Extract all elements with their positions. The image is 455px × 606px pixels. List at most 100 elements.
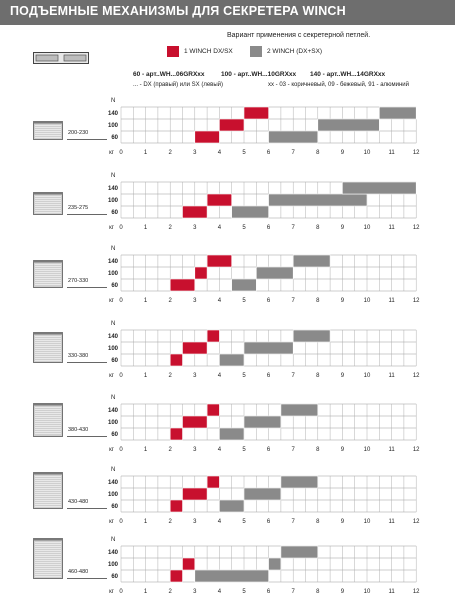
legend-red-label: 1 WINCH DX/SX (184, 48, 233, 55)
level-label: 140 (108, 186, 119, 192)
axis-n-label: N (111, 467, 115, 473)
kg-tick-label: 11 (388, 150, 395, 156)
kg-tick-label: 12 (413, 298, 420, 304)
kg-tick-label: 5 (242, 373, 246, 379)
kg-tick-label: 10 (364, 589, 371, 595)
kg-tick-label: 0 (119, 519, 123, 525)
cabinet-body (33, 403, 63, 437)
bar-red (182, 341, 208, 355)
kg-tick-label: 6 (267, 373, 271, 379)
bar-gray (219, 499, 245, 513)
cabinet-top-icon (33, 52, 89, 64)
kg-tick-label: 8 (316, 225, 320, 231)
chart-row: 330-380 N 140 100 60 кг 0 1 2 3 4 5 6 7 8 9 10 11 12 (0, 315, 455, 390)
cabinet-range-line (67, 287, 107, 288)
kg-tick-label: 5 (242, 519, 246, 525)
legend-red-swatch (167, 46, 179, 57)
axis-kg-label: кг (109, 447, 115, 453)
kg-tick-label: 1 (144, 447, 148, 453)
cabinet-range-line (67, 578, 107, 579)
level-label: 100 (108, 346, 119, 352)
kg-tick-label: 2 (169, 447, 173, 453)
kg-tick-label: 3 (193, 150, 197, 156)
kg-tick-label: 2 (169, 298, 173, 304)
kg-tick-label: 12 (413, 150, 420, 156)
level-label: 60 (111, 574, 118, 580)
bar-red (182, 487, 208, 501)
kg-tick-label: 0 (119, 150, 123, 156)
cabinet-top-edge (33, 472, 63, 475)
subtitle: Вариант применения с секретерной петлей. (227, 32, 371, 39)
bar-gray (317, 118, 380, 132)
kg-tick-label: 7 (292, 519, 296, 525)
kg-tick-label: 2 (169, 150, 173, 156)
kg-tick-label: 0 (119, 447, 123, 453)
cabinet-top-edge (33, 260, 63, 263)
bar-gray (219, 353, 245, 367)
level-label: 60 (111, 283, 118, 289)
kg-tick-label: 8 (316, 447, 320, 453)
kg-tick-label: 7 (292, 225, 296, 231)
cabinet-body (33, 121, 63, 140)
bar-gray (243, 487, 282, 501)
kg-tick-label: 4 (218, 447, 222, 453)
cabinet-range-line (67, 214, 107, 215)
cabinet-height-range: 430-480 (68, 499, 89, 505)
bar-gray (268, 557, 282, 571)
axis-kg-label: кг (109, 225, 115, 231)
kg-tick-label: 8 (316, 373, 320, 379)
cabinet-top-edge (33, 121, 63, 124)
bar-gray (219, 427, 245, 441)
level-label: 60 (111, 504, 118, 510)
cabinet-range-line (67, 139, 107, 140)
bar-red (243, 106, 269, 120)
kg-tick-label: 9 (341, 589, 345, 595)
bar-gray (280, 475, 319, 489)
kg-tick-label: 2 (169, 373, 173, 379)
level-label: 140 (108, 550, 119, 556)
kg-tick-label: 5 (242, 150, 246, 156)
kg-tick-label: 0 (119, 298, 123, 304)
kg-tick-label: 1 (144, 150, 148, 156)
cabinet-icon (33, 472, 63, 509)
level-label: 100 (108, 271, 119, 277)
bar-red (182, 415, 208, 429)
cabinet-body (33, 332, 63, 363)
cabinet-body (33, 192, 63, 215)
bar-red (206, 193, 232, 207)
axis-n-label: N (111, 98, 115, 104)
kg-tick-label: 10 (364, 447, 371, 453)
note-dx-sx: ... - DX (правый) или SX (левый) (133, 82, 223, 88)
cabinet-height-range: 200-230 (68, 130, 89, 136)
cabinet-range-line (67, 436, 107, 437)
cabinet-icon (33, 260, 63, 288)
kg-tick-label: 9 (341, 519, 345, 525)
axis-n-label: N (111, 537, 115, 543)
axis-kg-label: кг (109, 298, 115, 304)
kg-tick-label: 4 (218, 589, 222, 595)
bar-red (206, 475, 220, 489)
kg-tick-label: 8 (316, 519, 320, 525)
bar-gray (268, 193, 368, 207)
kg-tick-label: 7 (292, 150, 296, 156)
cabinet-top-edge (33, 538, 63, 541)
kg-tick-label: 8 (316, 298, 320, 304)
bar-red (182, 557, 196, 571)
level-label: 140 (108, 111, 119, 117)
chart-row: 380-430 N 140 100 60 кг 0 1 2 3 4 5 6 7 8 9 10 11 12 (0, 389, 455, 464)
kg-tick-label: 7 (292, 298, 296, 304)
cabinet-top-edge (33, 192, 63, 195)
kg-tick-label: 3 (193, 519, 197, 525)
kg-tick-label: 1 (144, 225, 148, 231)
bar-red (194, 130, 220, 144)
kg-tick-label: 6 (267, 447, 271, 453)
kg-tick-label: 1 (144, 589, 148, 595)
bar-red (206, 254, 232, 268)
cabinet-height-range: 270-330 (68, 278, 89, 284)
bar-gray (231, 278, 257, 292)
bar-red (169, 427, 183, 441)
